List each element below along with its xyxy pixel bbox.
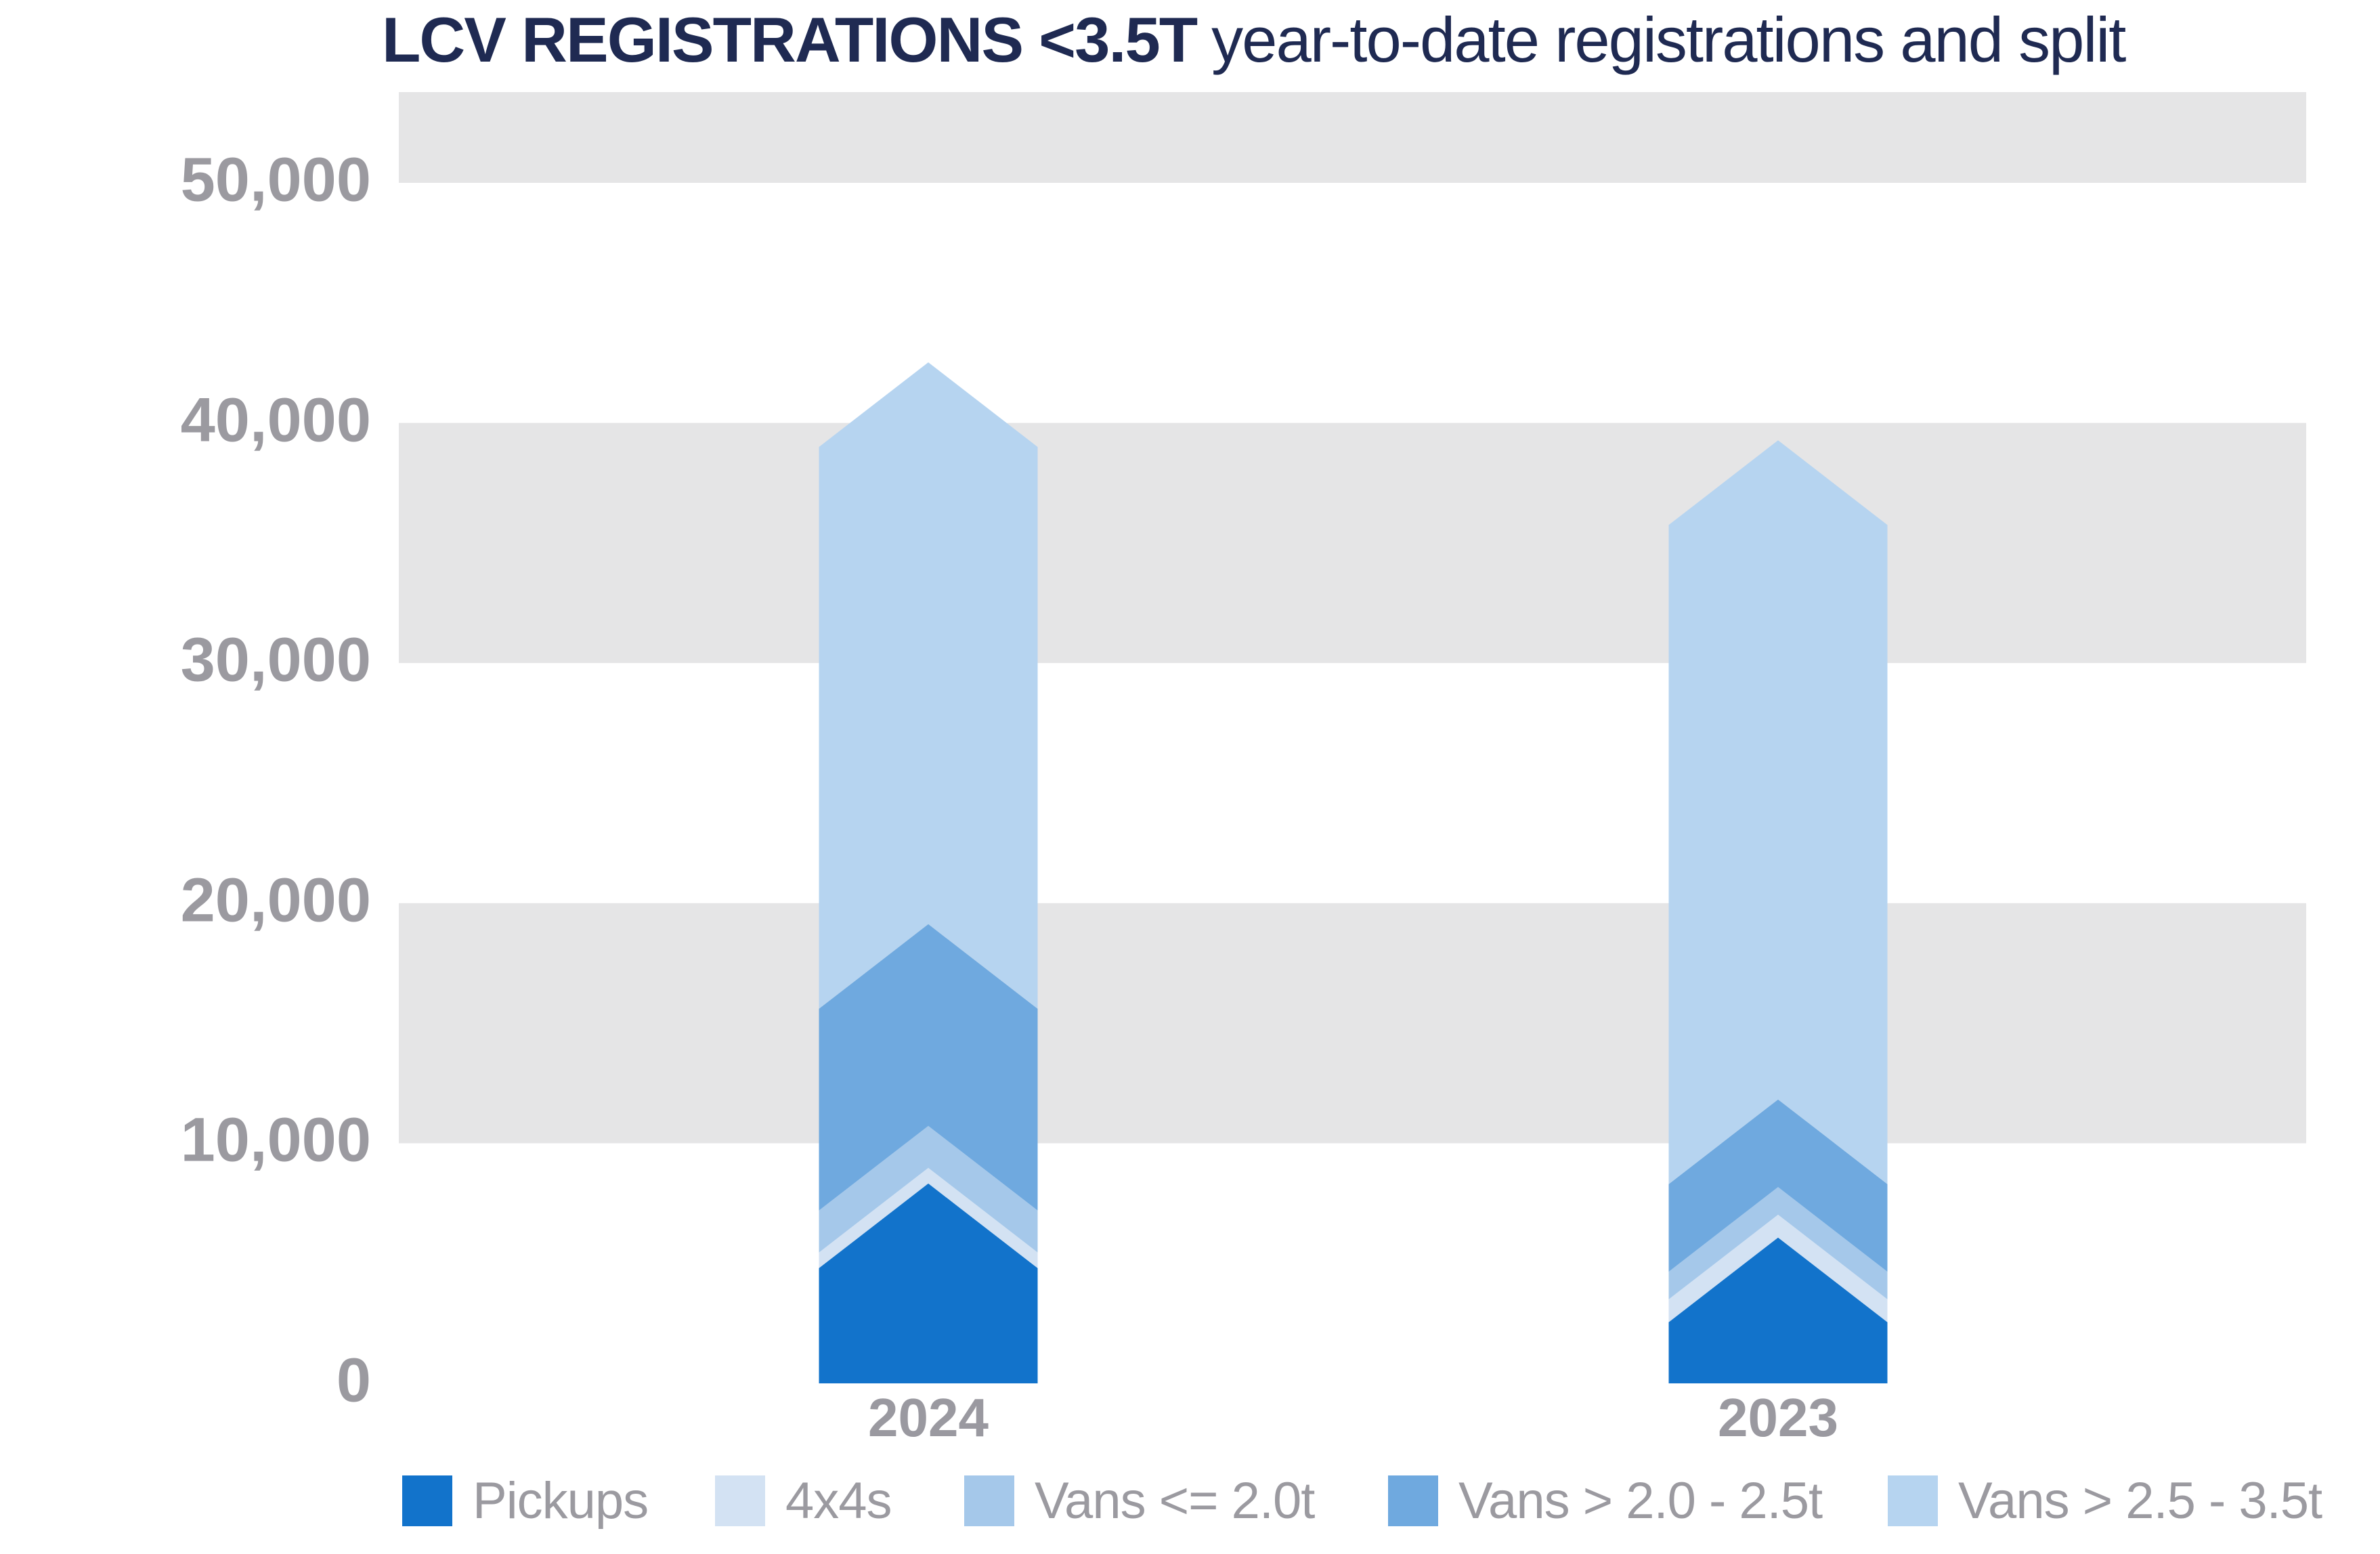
bar-segment-2023-pickups[interactable] [1668,1237,1888,1383]
legend-label: 4x4s [785,1472,892,1530]
y-axis-tick-label: 10,000 [180,1105,371,1175]
legend-label: Vans > 2.0 - 2.5t [1458,1472,1823,1530]
grid-band [399,423,2306,664]
y-axis-tick-label: 40,000 [180,385,371,454]
legend-label: Vans > 2.5 - 3.5t [1958,1472,2322,1530]
bar-segment-2024-vans-2-5-3-5t[interactable] [819,362,1038,1009]
bar-segment-2023-vans-2-0-2-5t[interactable] [1668,1099,1888,1272]
legend-label: Pickups [473,1472,649,1530]
legend-item-4x4s[interactable]: 4x4s [715,1471,892,1530]
legend-label: Vans <= 2.0t [1035,1472,1315,1530]
grid-band [399,903,2306,1144]
y-axis-tick-label: 30,000 [180,625,371,695]
bar-segment-2024-vans-2-0t[interactable] [819,1125,1038,1253]
chart-title-subtitle: year-to-date registrations and split [1211,4,2126,75]
x-axis-tick-label-2023: 2023 [1718,1387,1838,1448]
x-axis-tick-label-2024: 2024 [868,1387,989,1448]
legend-item-pickups[interactable]: Pickups [402,1471,649,1530]
bar-segment-2024-vans-2-0-2-5t[interactable] [819,924,1038,1211]
bar-segment-2023-vans-2-5-3-5t[interactable] [1668,440,1888,1184]
legend-swatch-icon [964,1475,1014,1526]
y-axis-tick-label: 20,000 [180,865,371,935]
bar-segment-2023-4x4s[interactable] [1668,1214,1888,1322]
y-axis-tick-label: 50,000 [180,145,371,215]
legend-item-vans-2-5-3-5t[interactable]: Vans > 2.5 - 3.5t [1888,1471,2322,1530]
chart-title-main: LCV REGISTRATIONS <3.5T [382,4,1198,75]
grid-band [399,92,2306,183]
legend-item-vans-lte-2-0t[interactable]: Vans <= 2.0t [964,1471,1315,1530]
legend-swatch-icon [1388,1475,1438,1526]
legend-item-vans-2-0-2-5t[interactable]: Vans > 2.0 - 2.5t [1388,1471,1823,1530]
legend-swatch-icon [715,1475,765,1526]
legend-swatch-icon [1888,1475,1938,1526]
bar-segment-2024-pickups[interactable] [819,1183,1038,1383]
chart-title: LCV REGISTRATIONS <3.5T year-to-date regi… [382,0,2126,80]
y-axis-tick-label: 0 [336,1345,371,1415]
bar-segment-2023-vans-2-0t[interactable] [1668,1187,1888,1299]
legend-swatch-icon [402,1475,452,1526]
